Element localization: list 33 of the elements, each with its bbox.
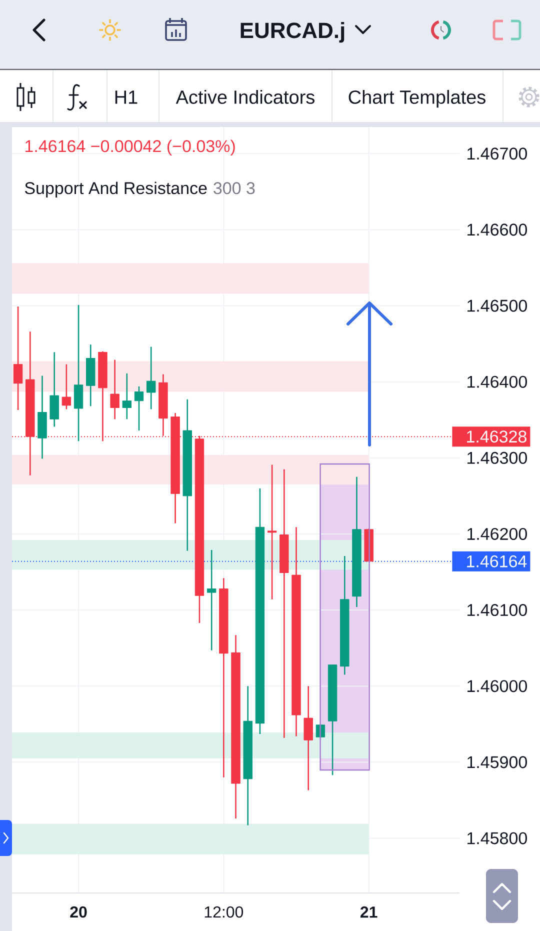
annotation: 300 3 xyxy=(214,182,255,194)
annotation: Support And Resistance xyxy=(24,182,207,198)
chart-title: EURCAD.j xyxy=(240,22,344,43)
y-tick-label: 1.46200 xyxy=(467,528,527,540)
text: H1 xyxy=(115,90,138,104)
candlestick xyxy=(304,685,313,791)
ref-line-label: 1.46164 xyxy=(467,555,527,568)
y-tick-label: 1.46700 xyxy=(467,148,527,160)
text: Active Indicators xyxy=(176,90,314,104)
text: Chart Templates xyxy=(348,90,486,108)
candlestick xyxy=(146,346,156,410)
y-tick-label: 1.46100 xyxy=(467,604,527,616)
candlestick xyxy=(122,372,132,420)
annotation: 1.46164 −0.00042 (−0.03%) xyxy=(26,140,235,156)
candlestick xyxy=(110,359,120,420)
candlestick xyxy=(74,304,84,442)
candlestick xyxy=(206,549,216,651)
candlestick xyxy=(50,352,59,428)
x-tick-label: 21 xyxy=(360,906,378,918)
y-tick-label: 1.45800 xyxy=(467,832,527,844)
y-tick-label: 1.46000 xyxy=(467,680,527,692)
y-tick-label: 1.46300 xyxy=(467,452,527,464)
y-tick-label: 1.45900 xyxy=(467,756,527,768)
x-tick-label: 12:00 xyxy=(204,906,244,918)
candlestick xyxy=(13,306,23,411)
candlestick xyxy=(62,364,72,410)
y-tick-label: 1.46400 xyxy=(467,376,527,388)
candlestick xyxy=(267,464,277,600)
candlestick xyxy=(134,386,144,432)
ref-line-label: 1.46328 xyxy=(467,430,526,443)
y-tick-label: 1.46500 xyxy=(467,300,527,312)
y-tick-label: 1.46600 xyxy=(467,224,527,236)
x-tick-label: 20 xyxy=(70,906,87,918)
